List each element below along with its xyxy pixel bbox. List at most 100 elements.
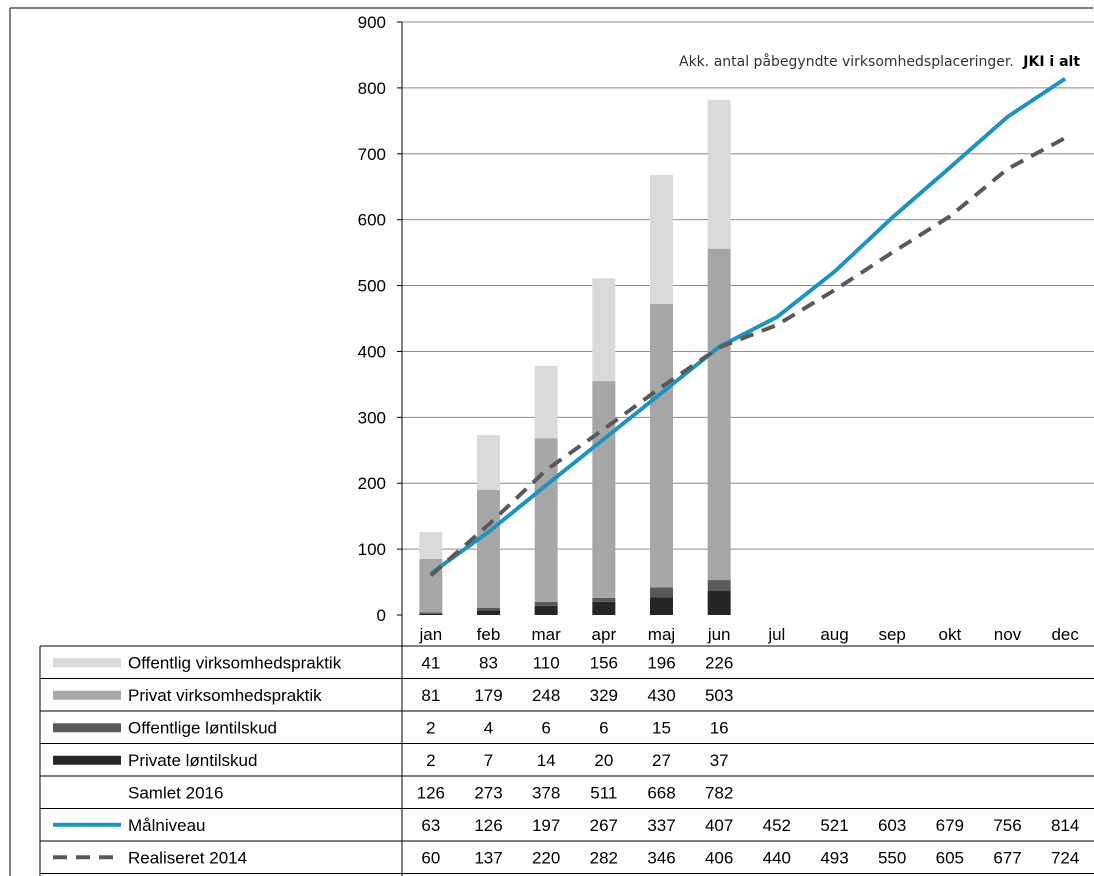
legend-label: Offentlige løntilskud <box>128 718 277 737</box>
table-cell: 14 <box>537 751 556 770</box>
table-cell: 2 <box>426 751 435 770</box>
bar-segment <box>534 365 558 439</box>
table-cell: 782 <box>705 783 733 802</box>
legend-label: Privat virksomhedspraktik <box>128 686 322 705</box>
table-cell: 179 <box>474 686 502 705</box>
bar-segment <box>477 435 500 490</box>
y-tick-label: 400 <box>358 342 386 361</box>
table-cell: 550 <box>878 848 906 867</box>
legend-key <box>53 755 121 765</box>
x-tick-label: aug <box>820 625 848 644</box>
dashed-line <box>429 136 1067 577</box>
table-cell: 60 <box>421 848 440 867</box>
table-cell: 430 <box>647 686 675 705</box>
bar-segment <box>477 607 500 611</box>
bar-segment <box>592 601 616 615</box>
chart-title: Akk. antal påbegyndte virksomhedsplaceri… <box>679 53 1080 70</box>
bar-segment <box>419 612 443 614</box>
table-cell: 81 <box>421 686 440 705</box>
bar-segment <box>534 601 558 606</box>
y-tick-label: 200 <box>358 474 386 493</box>
table-cell: 7 <box>484 751 493 770</box>
bar-segment <box>477 610 500 615</box>
table-cell: 329 <box>590 686 618 705</box>
bar-segment <box>477 489 500 608</box>
x-tick-label: sep <box>878 625 905 644</box>
legend-label: Private løntilskud <box>128 751 257 770</box>
legend-label: Samlet 2016 <box>128 783 223 802</box>
bar-segment <box>650 304 673 588</box>
table-cell: 41 <box>421 653 440 672</box>
table-cell: 282 <box>590 848 618 867</box>
table-cell: 521 <box>820 816 848 835</box>
table-cell: 156 <box>590 653 618 672</box>
table-cell: 603 <box>878 816 906 835</box>
y-tick-label: 600 <box>358 211 386 230</box>
x-tick-label: maj <box>648 625 675 644</box>
table-cell: 6 <box>541 718 550 737</box>
bar-segment <box>592 381 616 598</box>
target-line <box>429 76 1067 576</box>
legend-label: Realiseret 2014 <box>128 848 247 867</box>
table-cell: 440 <box>763 848 791 867</box>
table-cell: 724 <box>1051 848 1079 867</box>
axes: 0 100 200 300 400 500 600 700 800 900 <box>358 13 403 625</box>
table-cell: 83 <box>479 653 498 672</box>
table-cell: 337 <box>647 816 675 835</box>
table-cell: 452 <box>763 816 791 835</box>
x-tick-label: apr <box>592 625 617 644</box>
bar-segment <box>650 174 673 305</box>
bar-segment <box>419 613 443 615</box>
x-tick-label: okt <box>938 625 961 644</box>
legend-key <box>53 690 121 700</box>
legend-label: Offentlig virksomhedspraktik <box>128 653 342 672</box>
y-tick-label: 900 <box>358 13 386 32</box>
table-cell: 2 <box>426 718 435 737</box>
y-tick-label: 800 <box>358 79 386 98</box>
table-cell: 378 <box>532 783 560 802</box>
table-cell: 197 <box>532 816 560 835</box>
table-cell: 273 <box>474 783 502 802</box>
table-cell: 493 <box>820 848 848 867</box>
table-cell: 406 <box>705 848 733 867</box>
table-cell: 6 <box>599 718 608 737</box>
table-cell: 137 <box>474 848 502 867</box>
bar-segment <box>707 580 731 591</box>
data-table: jan feb mar apr maj jun jul aug sep okt nov dec Offe… <box>39 615 1094 876</box>
y-tick-label: 500 <box>358 277 386 296</box>
y-tick-label: 300 <box>358 408 386 427</box>
table-cell: 679 <box>936 816 964 835</box>
table-cell: 605 <box>936 848 964 867</box>
table-cell: 15 <box>652 718 671 737</box>
x-tick-label: jul <box>767 625 785 644</box>
table-cell: 20 <box>594 751 613 770</box>
table-cell: 346 <box>647 848 675 867</box>
table-cell: 63 <box>421 816 440 835</box>
y-tick-label: 100 <box>358 540 386 559</box>
x-tick-label: mar <box>532 625 562 644</box>
x-tick-label: nov <box>994 625 1022 644</box>
y-tick-label: 0 <box>377 606 386 625</box>
bar-segment <box>650 597 673 615</box>
table-cell: 126 <box>474 816 502 835</box>
y-tick-label: 700 <box>358 145 386 164</box>
table-cell: 16 <box>710 718 729 737</box>
table-cell: 27 <box>652 751 671 770</box>
series-lines <box>429 76 1067 577</box>
table-cell: 267 <box>590 816 618 835</box>
x-tick-label: jan <box>418 625 442 644</box>
legend-key <box>53 723 121 733</box>
bar-segment <box>592 597 616 602</box>
table-cell: 226 <box>705 653 733 672</box>
x-tick-label: jun <box>707 625 731 644</box>
table-cell: 407 <box>705 816 733 835</box>
table-cell: 511 <box>590 783 617 802</box>
table-cell: 37 <box>710 751 729 770</box>
table-cell: 668 <box>647 783 675 802</box>
legend-label: Målniveau <box>128 816 206 835</box>
bar-segment <box>534 605 558 615</box>
bar-segment <box>419 531 443 559</box>
x-tick-label: feb <box>477 625 501 644</box>
table-cell: 814 <box>1051 816 1079 835</box>
